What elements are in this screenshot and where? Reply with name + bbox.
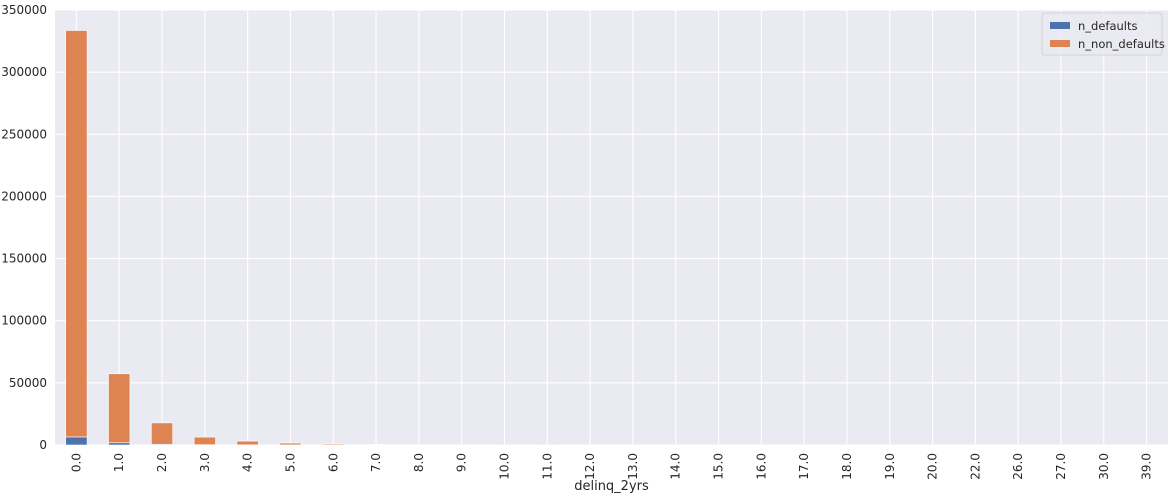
x-tick-label: 20.0 — [926, 453, 940, 480]
bar-n_non_defaults — [151, 423, 172, 444]
x-tick-label: 6.0 — [326, 453, 340, 472]
x-tick-label: 8.0 — [412, 453, 426, 472]
legend-swatch-n_non_defaults — [1050, 40, 1070, 47]
x-tick-label: 12.0 — [583, 453, 597, 480]
plot-area — [55, 10, 1168, 445]
x-tick-label: 39.0 — [1140, 453, 1154, 480]
legend: n_defaults n_non_defaults — [1042, 13, 1165, 55]
legend-label-n_defaults: n_defaults — [1078, 19, 1138, 33]
x-tick-label: 16.0 — [754, 453, 768, 480]
x-tick-label: 30.0 — [1097, 453, 1111, 480]
y-tick-label: 50000 — [9, 376, 47, 390]
x-tick-label: 26.0 — [1011, 453, 1025, 480]
x-tick-label: 10.0 — [497, 453, 511, 480]
bar-n_defaults — [109, 443, 130, 445]
x-axis-label: delinq_2yrs — [574, 479, 649, 494]
x-axis-ticks: 0.0 1.0 2.0 3.0 4.0 5.0 6.0 7.0 8.0 9.0 10.0 11.0 12… — [69, 453, 1153, 480]
bar-n_non_defaults — [237, 441, 258, 445]
x-tick-label: 3.0 — [198, 453, 212, 472]
x-tick-label: 22.0 — [968, 453, 982, 480]
y-tick-label: 350000 — [1, 3, 47, 17]
y-tick-label: 0 — [39, 438, 47, 452]
bar-n_non_defaults — [194, 437, 215, 445]
y-tick-label: 300000 — [1, 65, 47, 79]
x-tick-label: 27.0 — [1054, 453, 1068, 480]
x-tick-label: 9.0 — [455, 453, 469, 472]
y-tick-label: 100000 — [1, 314, 47, 328]
y-tick-label: 200000 — [1, 189, 47, 203]
x-tick-label: 2.0 — [155, 453, 169, 472]
bar-n_non_defaults — [280, 443, 301, 445]
bar-n_non_defaults — [365, 444, 386, 445]
y-tick-label: 150000 — [1, 252, 47, 266]
bar-n_defaults — [66, 437, 87, 445]
bar-n_non_defaults — [323, 444, 344, 445]
x-tick-label: 19.0 — [883, 453, 897, 480]
x-tick-label: 17.0 — [797, 453, 811, 480]
y-tick-label: 250000 — [1, 127, 47, 141]
x-tick-label: 5.0 — [283, 453, 297, 472]
x-tick-label: 7.0 — [369, 453, 383, 472]
x-tick-label: 11.0 — [540, 453, 554, 480]
bar-n_non_defaults — [66, 31, 87, 437]
x-tick-label: 15.0 — [712, 453, 726, 480]
x-tick-label: 18.0 — [840, 453, 854, 480]
x-tick-label: 13.0 — [626, 453, 640, 480]
x-tick-label: 0.0 — [69, 453, 83, 472]
legend-label-n_non_defaults: n_non_defaults — [1078, 37, 1165, 51]
x-tick-label: 14.0 — [669, 453, 683, 480]
y-axis-ticks: 0 50000 100000 150000 200000 250000 300000 3500… — [1, 3, 47, 452]
x-tick-label: 4.0 — [241, 453, 255, 472]
legend-swatch-n_defaults — [1050, 22, 1070, 29]
x-tick-label: 1.0 — [112, 453, 126, 472]
bar-n_non_defaults — [109, 374, 130, 443]
